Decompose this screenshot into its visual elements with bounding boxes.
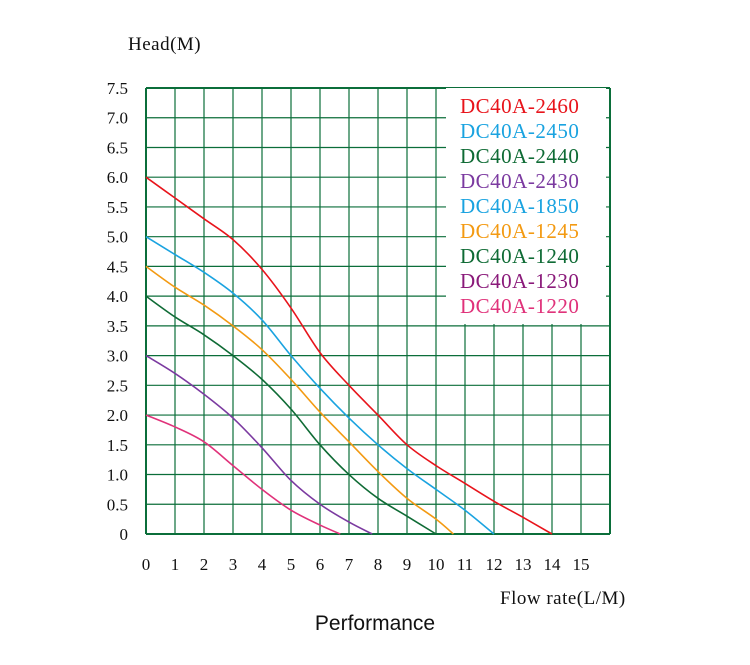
x-tick-label: 5 <box>287 555 296 574</box>
y-tick-label: 5.5 <box>107 198 128 217</box>
y-axis-label: Head(M) <box>128 34 202 55</box>
y-tick-label: 2.5 <box>107 376 128 395</box>
y-tick-label: 7.5 <box>107 79 128 98</box>
y-tick-label: 3.5 <box>107 317 128 336</box>
legend-item-2: DC40A-2450 <box>460 119 580 143</box>
x-tick-label: 9 <box>403 555 412 574</box>
x-tick-label: 14 <box>544 555 562 574</box>
x-tick-label: 13 <box>515 555 532 574</box>
series-line-1 <box>145 176 553 535</box>
legend-item-6: DC40A-1245 <box>460 219 580 243</box>
x-tick-label: 11 <box>457 555 473 574</box>
x-tick-label: 7 <box>345 555 354 574</box>
legend-item-8: DC40A-1230 <box>460 269 580 293</box>
legend-item-9: DC40A-1220 <box>460 294 580 318</box>
x-tick-label: 8 <box>374 555 383 574</box>
performance-curves <box>145 176 553 535</box>
x-tick-label: 12 <box>486 555 503 574</box>
x-tick-label: 15 <box>573 555 590 574</box>
y-axis-ticks: 0 0.5 1.0 1.5 2.0 2.5 3.0 3.5 4.0 4.5 5.0 5.5 6.0 6.5… <box>107 79 128 544</box>
legend-item-4: DC40A-2430 <box>460 169 580 193</box>
legend-item-3: DC40A-2440 <box>460 144 580 168</box>
series-line-5 <box>145 354 373 535</box>
y-tick-label: 7.0 <box>107 109 128 128</box>
y-tick-label: 4.0 <box>107 287 128 306</box>
x-axis-ticks: 0 1 2 3 4 5 6 7 8 9 10 11 12 13 14 15 <box>142 555 590 574</box>
y-tick-label: 3.0 <box>107 347 128 366</box>
x-tick-label: 1 <box>171 555 180 574</box>
x-tick-label: 4 <box>258 555 267 574</box>
legend: DC40A-2460 DC40A-2450 DC40A-2440 DC40A-2… <box>446 88 606 324</box>
x-axis-label: Flow rate(L/M) <box>500 588 626 609</box>
legend-item-7: DC40A-1240 <box>460 244 580 268</box>
series-line-4 <box>145 295 437 535</box>
x-tick-label: 2 <box>200 555 209 574</box>
legend-item-5: DC40A-1850 <box>460 194 580 218</box>
x-tick-label: 6 <box>316 555 325 574</box>
chart-title: Performance <box>314 612 436 635</box>
x-tick-label: 3 <box>229 555 238 574</box>
x-tick-label: 10 <box>428 555 445 574</box>
y-tick-label: 4.5 <box>107 257 128 276</box>
legend-item-1: DC40A-2460 <box>460 94 580 118</box>
y-tick-label: 1.0 <box>107 466 128 485</box>
y-tick-label: 1.5 <box>107 436 128 455</box>
y-tick-label: 0 <box>120 525 129 544</box>
series-line-3 <box>145 265 454 535</box>
x-tick-label: 0 <box>142 555 151 574</box>
series-line-2 <box>145 235 495 535</box>
y-tick-label: 5.0 <box>107 228 128 247</box>
y-tick-label: 0.5 <box>107 495 128 514</box>
y-tick-label: 6.0 <box>107 168 128 187</box>
series-line-6 <box>145 414 341 535</box>
y-tick-label: 2.0 <box>107 406 128 425</box>
y-tick-label: 6.5 <box>107 138 128 157</box>
